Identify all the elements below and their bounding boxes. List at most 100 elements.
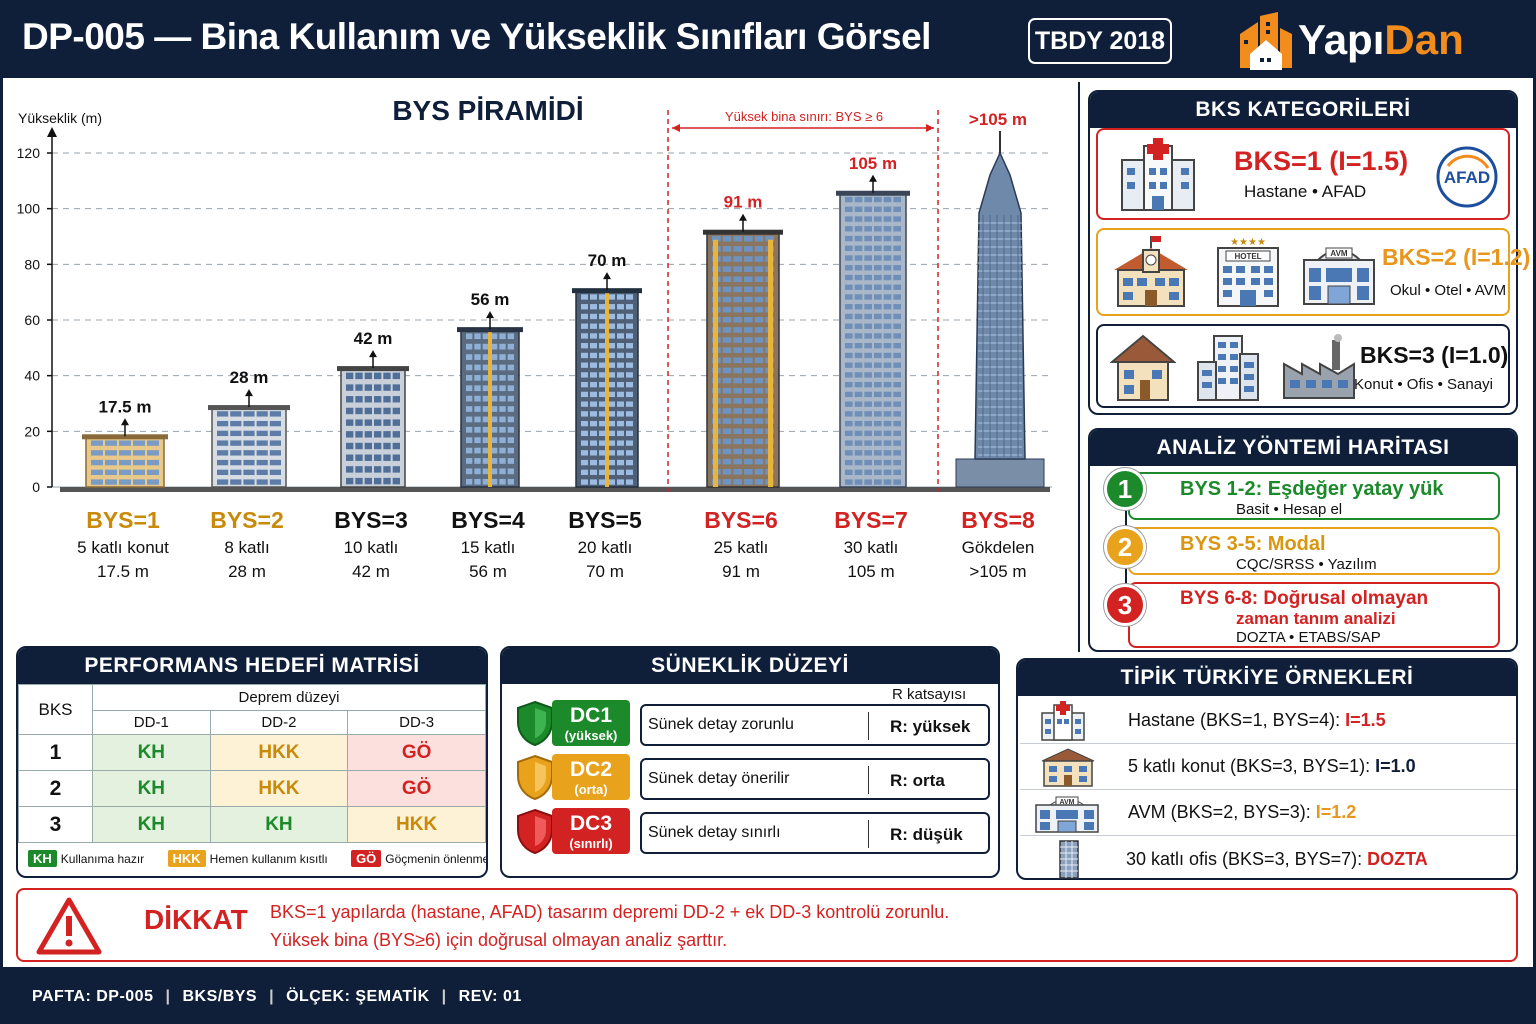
matrix-cell: KH <box>92 806 211 843</box>
x-tick-label: BYS=4 <box>451 507 525 533</box>
x-tick-label: BYS=3 <box>334 507 408 533</box>
matrix-cell: KH <box>209 806 349 843</box>
matrix-col-bks: BKS <box>18 684 93 735</box>
matrix-cell: HKK <box>347 806 486 843</box>
mall-small-sign: AVM <box>1059 799 1074 806</box>
table-row: 3 KH KH HKK <box>18 806 486 843</box>
bar-4 <box>457 327 523 488</box>
bks-panel-title: BKS KATEGORİLERİ <box>1090 92 1516 128</box>
y-axis-label: Yükseklik (m) <box>18 110 102 126</box>
matrix-cell: HKK <box>209 770 349 807</box>
bys-pyramid-chart: 0 20 40 60 80 100 120 BYS PİRAMİDİ Yükseklik (… <box>17 95 1052 581</box>
mall-icon: AVM <box>1303 247 1375 305</box>
bar-value-label: 91 m <box>724 193 763 212</box>
bks-2-label: BKS=2 (I=1.2) <box>1382 244 1531 270</box>
factory-icon <box>1283 334 1355 399</box>
shield-yellow-icon <box>517 754 553 800</box>
matrix-col-dd2: DD-2 <box>209 710 349 735</box>
bks-1-card: BKS=1 (I=1.5) Hastane • AFAD AFAD <box>1096 128 1510 220</box>
tower-small-icon <box>1059 840 1079 879</box>
legend-key-hkk: HKK <box>167 850 206 867</box>
performance-matrix-title: PERFORMANS HEDEFİ MATRİSİ <box>18 648 486 684</box>
bar-description: 20 katlı <box>578 538 633 557</box>
shield-red-icon <box>517 808 553 854</box>
examples-panel: TİPİK TÜRKİYE ÖRNEKLERİ <box>1016 658 1518 880</box>
matrix-row-bks: 2 <box>18 770 93 807</box>
matrix-cell: GÖ <box>347 770 486 807</box>
matrix-col-dd1: DD-1 <box>92 710 211 735</box>
matrix-cell: KH <box>92 734 211 771</box>
x-tick-label: BYS=1 <box>86 507 160 533</box>
ductility-r: R: düşük <box>890 825 963 844</box>
matrix-col-group: Deprem düzeyi <box>92 684 486 711</box>
top-height-label: >105 m <box>969 110 1027 129</box>
example-row-hospital: Hastane (BKS=1, BYS=4): I=1.5 <box>1020 698 1516 744</box>
high-building-limit: Yüksek bina sınırı: BYS ≥ 6 <box>667 109 939 492</box>
footer-rev: REV: 01 <box>458 988 522 1005</box>
x-tick-label: BYS=6 <box>704 507 778 533</box>
example-value: DOZTA <box>1367 848 1428 869</box>
legend-text-go: Göçmenin önlenmesi <box>385 852 488 866</box>
house-icon <box>1110 334 1176 401</box>
example-text: 30 katlı ofis (BKS=3, BYS=7): <box>1126 848 1368 869</box>
high-limit-label: Yüksek bina sınırı: BYS ≥ 6 <box>725 109 883 124</box>
ductility-row-dc3: Sünek detay sınırlı R: düşük <box>640 812 990 854</box>
bar-height-text: 42 m <box>352 562 390 581</box>
shield-green-icon <box>517 700 553 746</box>
ductility-r: R: yüksek <box>890 717 971 736</box>
dc3-code: DC3 <box>569 812 612 835</box>
analysis-step-3: BYS 6-8: Doğrusal olmayan zaman tanım an… <box>1128 582 1500 648</box>
matrix-col-dd3: DD-3 <box>347 710 486 735</box>
r-coefficient-label: R katsayısı <box>892 686 967 703</box>
bar-description: 5 katlı konut <box>77 538 169 557</box>
analysis-step-3-title: BYS 6-8: Doğrusal olmayan <box>1180 588 1429 609</box>
bar-height-text: 105 m <box>847 562 894 581</box>
footer-scale: ÖLÇEK: ŞEMATİK <box>286 988 430 1005</box>
y-tick-label: 40 <box>24 368 40 384</box>
analysis-step-2-sub: CQC/SRSS • Yazılım <box>1236 556 1377 573</box>
bar-description: 8 katlı <box>224 538 269 557</box>
bar-height-text: 56 m <box>469 562 507 581</box>
table-row: 1 KH HKK GÖ <box>18 734 486 771</box>
dc1-code: DC1 <box>569 704 612 727</box>
afad-logo-icon: AFAD <box>1436 146 1498 208</box>
bar-2 <box>208 405 290 488</box>
dc1-badge: DC1 (yüksek) <box>552 700 630 746</box>
bar-value-label: 17.5 m <box>99 397 152 416</box>
example-value: I=1.5 <box>1345 710 1386 730</box>
x-tick-label: BYS=7 <box>834 507 908 533</box>
chart-title: BYS PİRAMİDİ <box>392 95 583 126</box>
bar-value-label: 28 m <box>230 368 269 387</box>
ductility-text: Sünek detay önerilir <box>648 770 790 787</box>
dc2-level: (orta) <box>574 782 608 797</box>
analysis-step-3-title2: zaman tanım analizi <box>1236 609 1396 628</box>
analysis-step-1-title: BYS 1-2: Eşdeğer yatay yük <box>1180 478 1444 500</box>
legend-key-kh: KH <box>28 850 57 867</box>
analysis-step-1: BYS 1-2: Eşdeğer yatay yük Basit • Hesap… <box>1128 472 1500 520</box>
mall-small-icon: AVM <box>1035 796 1099 833</box>
y-tick-label: 0 <box>32 479 40 495</box>
analysis-step-2: BYS 3-5: Modal CQC/SRSS • Yazılım <box>1128 527 1500 575</box>
matrix-cell: GÖ <box>347 734 486 771</box>
example-row-mall: AVM AVM (BKS=2, BYS=3): I=1.2 <box>1020 790 1516 836</box>
performance-matrix-panel: PERFORMANS HEDEFİ MATRİSİ BKS Deprem düz… <box>16 646 488 878</box>
examples-panel-title: TİPİK TÜRKİYE ÖRNEKLERİ <box>1018 660 1516 696</box>
ductility-panel-title: SÜNEKLİK DÜZEYİ <box>502 648 998 684</box>
bar-5 <box>572 288 642 488</box>
y-tick-label: 100 <box>17 201 41 217</box>
analysis-step-2-title: BYS 3-5: Modal <box>1180 533 1326 555</box>
bar-description: Gökdelen <box>962 538 1035 557</box>
bks-1-sub: Hastane • AFAD <box>1244 182 1367 201</box>
example-row-house: 5 katlı konut (BKS=3, BYS=1): I=1.0 <box>1020 744 1516 790</box>
bks-2-sub: Okul • Otel • AVM <box>1390 282 1507 299</box>
dc3-badge: DC3 (sınırlı) <box>552 808 630 854</box>
ductility-row-dc2: Sünek detay önerilir R: orta <box>640 758 990 800</box>
analysis-step-2-number: 2 <box>1104 526 1146 568</box>
example-value: I=1.0 <box>1375 756 1416 776</box>
bar-height-text: 91 m <box>722 562 760 581</box>
building-logo-icon <box>1240 12 1292 70</box>
warning-title: DİKKAT <box>144 904 248 935</box>
svg-text:★★★★: ★★★★ <box>1230 237 1266 248</box>
y-tick-label: 60 <box>24 312 40 328</box>
performance-matrix-table: BKS Deprem düzeyi DD-1 DD-2 DD-3 1 KH HKK GÖ … <box>18 684 486 843</box>
